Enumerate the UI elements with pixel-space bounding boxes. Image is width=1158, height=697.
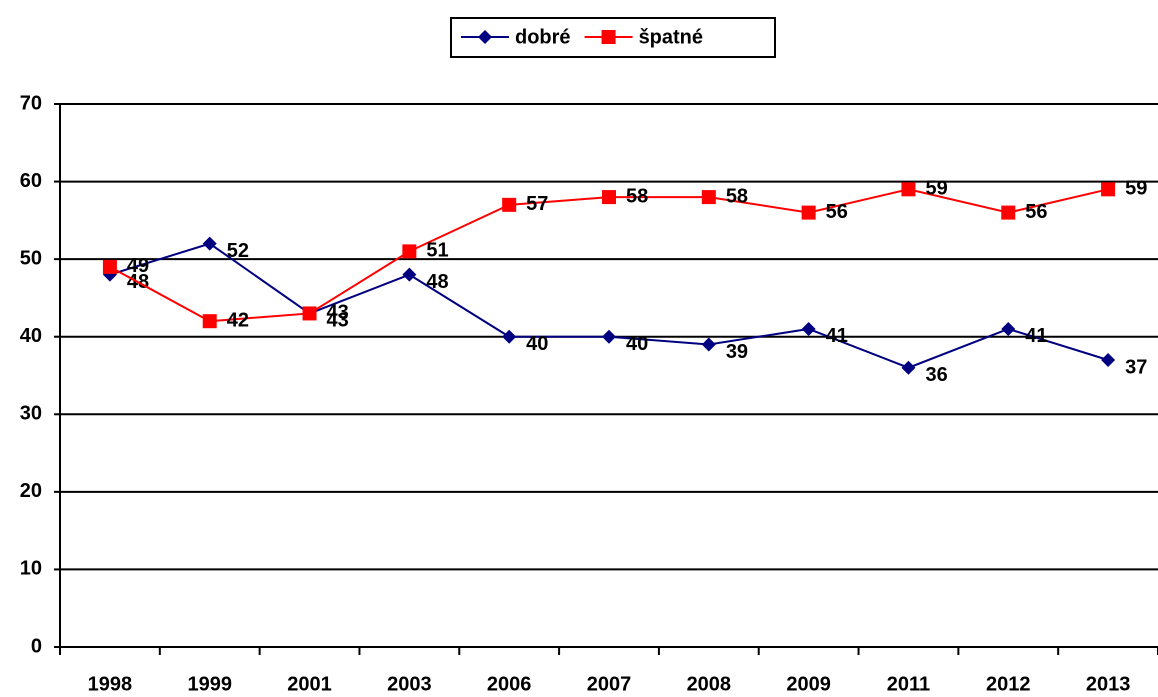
- marker: [478, 30, 492, 44]
- data-label: 40: [526, 333, 548, 355]
- x-tick-label: 1999: [187, 673, 232, 695]
- data-label: 48: [426, 271, 448, 293]
- legend-label: dobré: [515, 26, 571, 48]
- data-label: 39: [726, 341, 748, 363]
- marker: [1001, 321, 1016, 336]
- x-tick-label: 2007: [587, 673, 632, 695]
- y-tick-label: 10: [20, 558, 42, 580]
- x-tick-label: 2013: [1086, 673, 1131, 695]
- data-label: 49: [127, 255, 149, 277]
- data-label: 56: [826, 201, 848, 223]
- series: 49 42 43 51 57 58 58 56 59 56 59: [102, 178, 1147, 331]
- marker: [202, 314, 217, 329]
- series-line: [109, 188, 1109, 323]
- x-tick-label: 2008: [687, 673, 732, 695]
- data-label: 51: [426, 240, 448, 262]
- data-label: 40: [626, 333, 648, 355]
- marker: [402, 267, 417, 282]
- legend: dobré špatné: [450, 17, 776, 58]
- marker: [502, 197, 517, 212]
- legend-label: špatné: [639, 26, 703, 48]
- data-label: 58: [626, 185, 648, 207]
- marker: [801, 205, 816, 220]
- y-tick-label: 20: [20, 480, 42, 502]
- marker: [701, 337, 716, 352]
- marker: [1101, 182, 1116, 197]
- y-tick-label: 30: [20, 403, 42, 425]
- x-tick-label: 2001: [287, 673, 332, 695]
- marker: [901, 182, 916, 197]
- data-label: 59: [925, 178, 947, 200]
- x-tick-label: 2006: [487, 673, 532, 695]
- x-tick-label: 2003: [387, 673, 432, 695]
- marker: [1001, 205, 1016, 220]
- data-label: 43: [327, 302, 349, 324]
- x-tick-label: 2009: [786, 673, 831, 695]
- marker: [901, 360, 916, 375]
- data-label: 57: [526, 193, 548, 215]
- marker: [502, 329, 517, 344]
- data-label: 43: [327, 310, 349, 332]
- marker: [602, 329, 616, 344]
- y-tick-label: 60: [20, 170, 42, 192]
- data-label: 58: [726, 185, 748, 207]
- marker: [801, 321, 816, 336]
- marker: [1101, 352, 1116, 367]
- marker: [701, 190, 716, 205]
- marker: [202, 236, 217, 251]
- marker: [402, 244, 417, 259]
- data-label: 41: [1025, 325, 1047, 347]
- y-tick-label: 70: [20, 92, 42, 114]
- marker: [601, 30, 616, 44]
- marker: [102, 259, 117, 274]
- data-label: 37: [1125, 356, 1147, 378]
- y-tick-label: 50: [20, 247, 42, 269]
- data-label: 42: [227, 309, 249, 331]
- series-line: [109, 242, 1109, 369]
- marker: [602, 190, 616, 205]
- y-tick-label: 40: [20, 325, 42, 347]
- x-tick-label: 2011: [887, 673, 930, 695]
- data-label: 52: [227, 240, 249, 262]
- data-label: 36: [925, 364, 947, 386]
- y-tick-label: 0: [31, 635, 42, 657]
- data-label: 41: [826, 325, 848, 347]
- data-label: 59: [1125, 178, 1147, 200]
- data-label: 56: [1025, 201, 1047, 223]
- x-tick-label: 2012: [986, 673, 1031, 695]
- x-tick-label: 1998: [88, 673, 133, 695]
- marker: [302, 306, 317, 321]
